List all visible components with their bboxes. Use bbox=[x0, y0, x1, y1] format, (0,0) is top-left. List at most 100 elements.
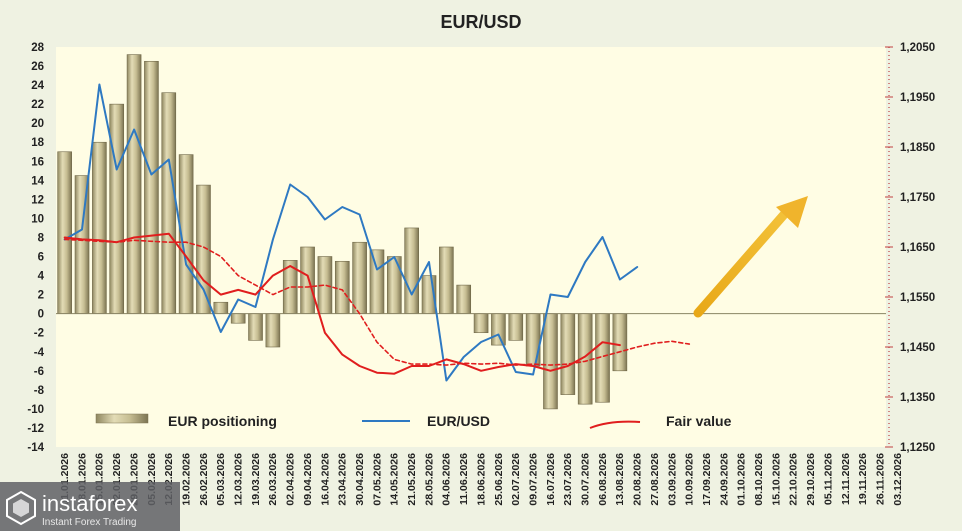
bar-15.01.2026 bbox=[92, 141, 107, 314]
left-tick-label: -12 bbox=[27, 423, 44, 435]
bar-22.01.2026 bbox=[109, 103, 125, 314]
bar-23.07.2026 bbox=[560, 313, 576, 395]
x-tick-label: 12.11.2026 bbox=[840, 453, 852, 505]
bar-30.04.2026 bbox=[352, 241, 367, 314]
x-tick-label: 22.10.2026 bbox=[788, 453, 800, 506]
bar-14.05.2026 bbox=[387, 256, 402, 314]
x-tick-label: 23.04.2026 bbox=[337, 453, 349, 506]
legend-swatch-fair-value bbox=[589, 420, 641, 429]
legend: EUR positioning EUR/USD Fair value bbox=[95, 413, 732, 429]
x-tick-label: 05.11.2026 bbox=[822, 453, 834, 505]
line-series bbox=[63, 83, 691, 382]
left-tick-label: 20 bbox=[31, 118, 44, 130]
x-tick-label: 20.08.2026 bbox=[632, 453, 644, 506]
x-tick-label: 17.09.2026 bbox=[701, 453, 713, 506]
bar-05.03.2026 bbox=[213, 301, 229, 314]
bar-07.05.2026 bbox=[369, 249, 385, 314]
instaforex-logo-icon bbox=[6, 490, 36, 526]
bar-04.06.2026 bbox=[439, 246, 454, 314]
x-tick-label: 23.07.2026 bbox=[562, 453, 574, 506]
series-line-0 bbox=[63, 83, 639, 382]
left-tick-label: 10 bbox=[31, 213, 44, 225]
x-tick-label: 21.05.2026 bbox=[406, 453, 418, 506]
left-tick-label: 8 bbox=[38, 232, 45, 244]
left-tick-label: 4 bbox=[38, 271, 45, 283]
x-tick-label: 19.03.2026 bbox=[250, 453, 262, 506]
left-tick-label: 24 bbox=[31, 80, 44, 92]
series-line-2 bbox=[63, 238, 691, 366]
x-tick-label: 06.08.2026 bbox=[597, 453, 609, 506]
right-tick-label: 1,1450 bbox=[900, 342, 935, 354]
x-tick-label: 30.07.2026 bbox=[580, 453, 592, 506]
left-tick-label: 26 bbox=[31, 61, 44, 73]
watermark-background bbox=[0, 482, 180, 531]
bar-01.01.2026 bbox=[57, 151, 72, 314]
left-tick-label: 18 bbox=[31, 137, 44, 149]
bar-19.03.2026 bbox=[248, 313, 263, 341]
bar-26.03.2026 bbox=[265, 313, 281, 348]
plot-area bbox=[56, 47, 886, 447]
right-tick-label: 1,1750 bbox=[900, 192, 935, 204]
x-tick-label: 03.09.2026 bbox=[666, 453, 678, 506]
bar-09.07.2026 bbox=[525, 313, 541, 367]
x-tick-label: 07.05.2026 bbox=[371, 453, 383, 506]
left-tick-label: -4 bbox=[34, 347, 45, 359]
bar-16.07.2026 bbox=[543, 313, 558, 410]
right-tick-label: 1,2050 bbox=[900, 42, 935, 54]
series-line-1 bbox=[63, 232, 621, 375]
legend-label-positioning: EUR positioning bbox=[168, 413, 277, 429]
right-tick-label: 1,1550 bbox=[900, 292, 935, 304]
x-tick-label: 08.10.2026 bbox=[753, 453, 765, 506]
x-tick-label: 24.09.2026 bbox=[718, 453, 730, 506]
x-tick-label: 09.07.2026 bbox=[527, 453, 539, 506]
x-tick-label: 01.10.2026 bbox=[736, 453, 748, 506]
bar-26.02.2026 bbox=[196, 184, 211, 314]
bar-02.07.2026 bbox=[508, 313, 524, 341]
x-tick-label: 28.05.2026 bbox=[423, 453, 435, 506]
chart-title: EUR/USD bbox=[440, 12, 521, 32]
left-tick-label: 16 bbox=[31, 156, 44, 168]
right-tick-label: 1,1850 bbox=[900, 142, 935, 154]
bar-25.06.2026 bbox=[491, 313, 506, 346]
x-tick-label: 29.10.2026 bbox=[805, 453, 817, 506]
left-tick-label: 6 bbox=[38, 252, 44, 264]
x-tick-label: 27.08.2026 bbox=[649, 453, 661, 506]
x-tick-label: 16.07.2026 bbox=[545, 453, 557, 506]
right-tick-label: 1,1350 bbox=[900, 392, 935, 404]
left-axis: -14-12-10-8-6-4-202468101214161820222426… bbox=[27, 42, 44, 454]
bar-29.01.2026 bbox=[126, 54, 142, 314]
x-tick-label: 11.06.2026 bbox=[458, 453, 470, 505]
legend-swatch-positioning bbox=[95, 413, 149, 424]
x-tick-label: 15.10.2026 bbox=[770, 453, 782, 506]
right-axis: 1,2050 1,1950 1,1850 1,1750 1,1650 1,1550 1,14… bbox=[885, 42, 935, 454]
bar-12.03.2026 bbox=[230, 313, 246, 324]
bar-18.06.2026 bbox=[473, 313, 489, 334]
trend-arrow-icon bbox=[693, 196, 808, 318]
left-tick-label: 22 bbox=[31, 99, 44, 111]
x-tick-label: 10.09.2026 bbox=[684, 453, 696, 506]
legend-label-fair-value: Fair value bbox=[666, 413, 732, 429]
x-tick-label: 13.08.2026 bbox=[614, 453, 626, 506]
x-tick-label: 12.03.2026 bbox=[233, 453, 245, 506]
bar-09.04.2026 bbox=[300, 246, 315, 314]
x-tick-label: 09.04.2026 bbox=[302, 453, 314, 506]
x-tick-label: 02.04.2026 bbox=[285, 453, 297, 506]
bar-05.02.2026 bbox=[144, 60, 159, 314]
left-tick-label: 14 bbox=[31, 175, 44, 187]
bar-21.05.2026 bbox=[404, 227, 419, 314]
left-tick-label: -10 bbox=[27, 404, 44, 416]
left-tick-label: 12 bbox=[31, 194, 44, 206]
x-tick-label: 25.06.2026 bbox=[493, 453, 505, 506]
left-tick-label: -2 bbox=[34, 328, 44, 340]
right-tick-label: 1,1650 bbox=[900, 242, 935, 254]
left-tick-label: -6 bbox=[34, 366, 44, 378]
x-tick-label: 26.03.2026 bbox=[267, 453, 279, 506]
x-tick-label: 16.04.2026 bbox=[319, 453, 331, 506]
bar-13.08.2026 bbox=[612, 313, 628, 372]
x-tick-label: 26.11.2026 bbox=[874, 453, 886, 505]
watermark: instaforex Instant Forex Trading bbox=[0, 482, 180, 531]
right-tick-label: 1,1250 bbox=[900, 442, 935, 454]
x-tick-label: 14.05.2026 bbox=[389, 453, 401, 506]
